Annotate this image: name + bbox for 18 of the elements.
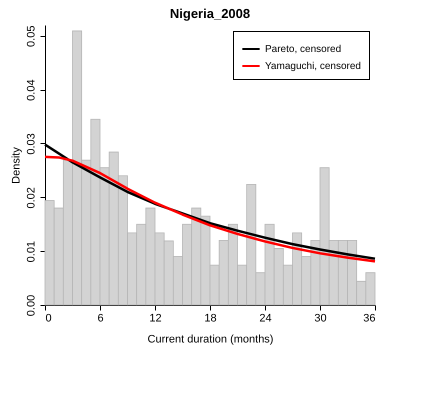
y-tick-label: 0.05 [26,26,38,47]
x-axis-title: Current duration (months) [148,334,274,346]
x-tick-label: 12 [149,312,162,324]
x-tick-label: 36 [363,312,376,324]
x-tick-label: 0 [46,312,52,324]
y-tick-label: 0.02 [26,187,38,209]
chart-title: Nigeria_2008 [170,6,250,21]
y-tick-label: 0.03 [26,133,38,155]
x-tick-label: 24 [259,312,272,324]
y-tick-label: 0.01 [26,240,38,262]
y-tick-label: 0.04 [26,79,38,101]
x-tick-label: 6 [97,312,104,324]
legend-label: Pareto, censored [265,44,342,55]
legend-label: Yamaguchi, censored [265,61,361,72]
y-tick-label: 0.00 [26,294,38,316]
x-tick-label: 30 [314,312,327,324]
x-tick-label: 18 [204,312,217,324]
y-axis-title: Density [10,146,22,184]
